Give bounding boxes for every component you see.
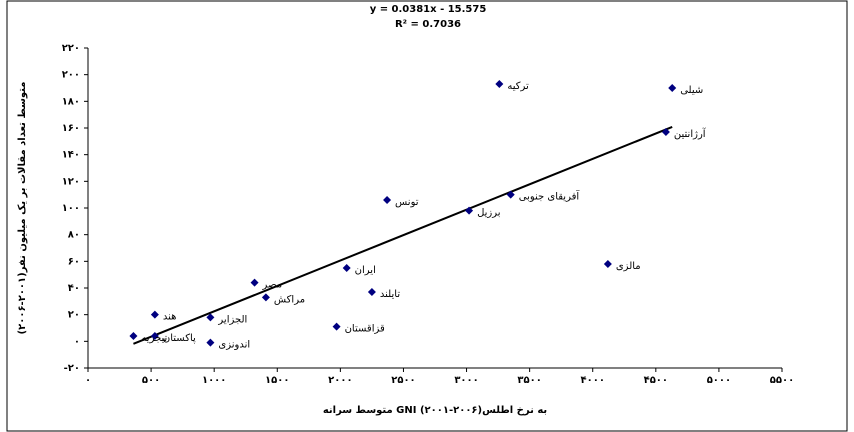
point-label: مصر [262, 280, 283, 291]
data-point [506, 190, 515, 199]
point-label: تایلند [380, 289, 400, 300]
x-tick-label: ۵۰۰ [142, 375, 160, 386]
y-tick-label: ۸۰ [68, 230, 80, 241]
point-label: برزیل [477, 208, 501, 219]
y-tick-label: ۱۶۰ [62, 123, 80, 134]
point-label: مراکش [274, 294, 305, 305]
data-point [150, 310, 159, 319]
data-point [206, 313, 215, 322]
y-tick-label: -۲۰ [64, 363, 80, 374]
data-point [367, 288, 376, 296]
data-point [261, 293, 270, 302]
y-tick-label: ۶۰ [68, 256, 80, 267]
x-tick-label: ۵۰۰۰ [707, 375, 731, 386]
x-tick-label: ۴۵۰۰ [644, 375, 668, 386]
data-point [661, 128, 670, 136]
point-label: آرژانتین [674, 127, 707, 140]
x-tick-label: ۳۵۰۰ [517, 375, 541, 386]
point-label: آفریقای جنوبی [519, 190, 581, 203]
point-label: اندونزی [218, 340, 250, 351]
data-point [465, 206, 474, 215]
point-label: پاکستان [163, 333, 196, 344]
point-label: شیلی [680, 85, 703, 96]
y-tick-label: ۲۰۰ [62, 70, 80, 81]
data-point [206, 338, 215, 347]
data-point [495, 80, 504, 88]
data-point [150, 332, 159, 340]
x-tick-label: ۱۰۰۰ [202, 375, 226, 386]
x-tick-label: ۳۰۰۰ [454, 375, 478, 386]
data-point [129, 332, 138, 340]
y-axis-title: متوسط تعداد مقالات بر یک میلیون نفر(۲۰۰۱… [17, 82, 28, 335]
point-label: ترکیه [507, 81, 529, 92]
data-point [603, 260, 612, 268]
x-tick-label: ۱۵۰۰ [265, 375, 289, 386]
point-label: مالزی [616, 261, 641, 272]
y-tick-label: ۱۰۰ [62, 203, 80, 214]
y-tick-label: ۰ [74, 336, 80, 347]
r-squared: R² = 0.7036 [395, 19, 461, 30]
data-point [332, 322, 341, 331]
chart-border [6, 0, 848, 432]
x-tick-label: ۲۵۰۰ [391, 375, 415, 386]
y-tick-label: ۴۰ [68, 283, 80, 294]
y-tick-label: ۱۲۰ [62, 176, 80, 187]
x-tick-label: ۲۰۰۰ [328, 375, 352, 386]
x-tick-label: ۵۵۰۰ [770, 375, 794, 386]
y-tick-label: ۲۰ [68, 310, 80, 321]
point-label: الجزایر [217, 314, 247, 325]
trendline [133, 125, 673, 345]
trend-equation: y = 0.0381x - 15.575 [370, 4, 487, 15]
data-point [250, 278, 259, 287]
y-tick-label: ۱۸۰ [62, 96, 80, 107]
point-label: هند [163, 312, 177, 323]
y-tick-label: ۲۲۰ [62, 43, 80, 54]
y-tick-label: ۱۴۰ [62, 150, 80, 161]
x-axis-title: متوسط سرانه GNI به نرخ اطلس(۲۰۰۶-۲۰۰۱) [323, 405, 547, 416]
data-point [342, 264, 351, 272]
point-label: تونس [395, 197, 419, 208]
x-tick-label: ۴۰۰۰ [581, 375, 605, 386]
data-point [383, 196, 392, 204]
point-label: ایران [355, 265, 376, 276]
x-tick-label: ۰ [85, 375, 91, 386]
data-point [668, 84, 677, 92]
point-label: نیجریه [141, 333, 167, 344]
point-label: قزاقستان [345, 324, 385, 335]
